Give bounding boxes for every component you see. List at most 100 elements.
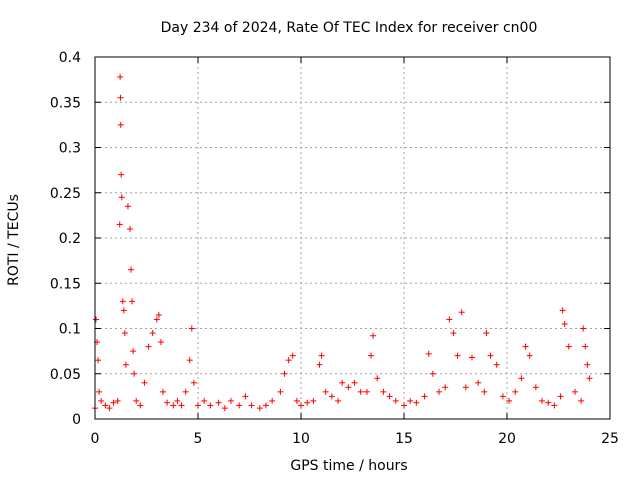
data-point [481, 388, 488, 395]
grid-layer [95, 57, 610, 419]
y-tick-label: 0.35 [50, 95, 81, 111]
data-point [458, 309, 465, 316]
data-point [124, 203, 131, 210]
data-point [133, 397, 140, 404]
data-point [318, 352, 325, 359]
data-point [328, 393, 335, 400]
data-point [118, 194, 125, 201]
data-point [370, 332, 377, 339]
y-tick-label: 0.05 [50, 367, 81, 383]
data-point [582, 343, 589, 350]
data-point [164, 399, 171, 406]
data-point [339, 379, 346, 386]
data-point [93, 316, 100, 323]
x-tick-label: 25 [601, 431, 619, 447]
data-point [178, 402, 185, 409]
data-point [526, 352, 533, 359]
data-point [117, 94, 124, 101]
x-tick-label: 15 [395, 431, 413, 447]
data-point [221, 405, 228, 412]
y-tick-label: 0.4 [59, 50, 81, 66]
data-point [141, 379, 148, 386]
data-point [130, 348, 137, 355]
data-point [182, 388, 189, 395]
data-point [483, 330, 490, 337]
data-point [586, 375, 593, 382]
data-point [95, 357, 102, 364]
data-point [310, 397, 317, 404]
data-point [425, 350, 432, 357]
data-point [155, 311, 162, 318]
data-point [96, 388, 103, 395]
data-point [102, 402, 109, 409]
data-point [159, 388, 166, 395]
data-point [293, 397, 300, 404]
data-point [114, 397, 121, 404]
data-point [106, 405, 113, 412]
data-point [450, 330, 457, 337]
data-point [522, 343, 529, 350]
data-point [446, 316, 453, 323]
data-point [298, 402, 304, 409]
data-point [215, 399, 222, 406]
data-point [289, 352, 296, 359]
data-point [506, 397, 513, 404]
data-point [256, 405, 263, 412]
data-point [110, 399, 117, 406]
data-point [565, 343, 572, 350]
data-point [368, 352, 375, 359]
data-point [129, 298, 136, 305]
data-point [227, 397, 234, 404]
data-point [137, 402, 144, 409]
data-point [322, 388, 329, 395]
data-point [285, 357, 292, 364]
chart-title: Day 234 of 2024, Rate Of TEC Index for r… [161, 20, 538, 36]
data-point [145, 343, 152, 350]
data-point [116, 221, 123, 228]
data-point [363, 388, 370, 395]
data-point [131, 370, 138, 377]
data-point [262, 402, 269, 409]
data-point [269, 397, 276, 404]
data-point [201, 397, 208, 404]
data-point [98, 397, 105, 404]
x-tick-labels: 0 5 10 15 20 25 [91, 431, 619, 447]
data-point [357, 388, 364, 395]
data-point [120, 307, 127, 314]
data-point [413, 399, 420, 406]
data-point [374, 375, 381, 382]
x-tick-label: 10 [292, 431, 310, 447]
data-point [122, 361, 129, 368]
data-point [345, 384, 352, 391]
data-point [335, 397, 342, 404]
data-point [190, 379, 197, 386]
data-point [386, 393, 393, 400]
y-tick-label: 0.25 [50, 186, 81, 202]
data-points [92, 73, 593, 412]
data-point [512, 388, 519, 395]
data-point [545, 399, 552, 406]
data-point [119, 298, 126, 305]
data-point [277, 388, 284, 395]
data-point [551, 402, 558, 409]
data-point [281, 370, 288, 377]
data-point [316, 361, 323, 368]
data-point [532, 384, 539, 391]
data-point [539, 397, 546, 404]
data-point [117, 121, 124, 128]
x-tick-label: 0 [91, 431, 100, 447]
data-point [475, 379, 482, 386]
data-point [121, 330, 128, 337]
data-point [442, 384, 449, 391]
data-point [487, 352, 494, 359]
data-point [454, 352, 461, 359]
data-point [248, 402, 255, 409]
x-tick-label: 20 [498, 431, 516, 447]
data-point [207, 402, 214, 409]
data-point [499, 393, 506, 400]
data-point [493, 361, 500, 368]
y-tick-label: 0.15 [50, 276, 81, 292]
data-point [518, 375, 525, 382]
data-point [157, 339, 164, 346]
